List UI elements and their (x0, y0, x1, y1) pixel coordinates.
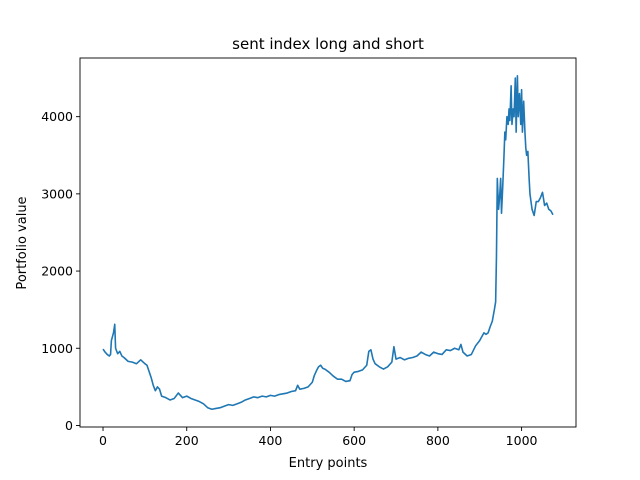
y-tick-label: 3000 (41, 186, 73, 201)
plot-area (79, 57, 577, 428)
y-tick-label: 1000 (41, 341, 73, 356)
y-axis: 0 1000 2000 3000 4000 (41, 109, 80, 433)
x-tick-label: 400 (259, 433, 283, 448)
series-line-0 (102, 74, 554, 411)
y-tick-label: 0 (65, 418, 73, 433)
y-axis-label: Portfolio value (15, 196, 30, 289)
x-tick-label: 0 (99, 433, 107, 448)
x-axis-label: Entry points (289, 456, 368, 471)
plot-frame (79, 57, 577, 428)
y-tick-label: 4000 (41, 109, 73, 124)
y-tick-label: 2000 (41, 264, 73, 279)
x-tick-label: 800 (426, 433, 450, 448)
x-tick-label: 1000 (506, 433, 538, 448)
x-axis: 0 200 400 600 800 1000 (99, 427, 538, 448)
x-tick-label: 200 (175, 433, 199, 448)
chart-title: sent index long and short (232, 35, 424, 53)
x-tick-label: 600 (342, 433, 366, 448)
